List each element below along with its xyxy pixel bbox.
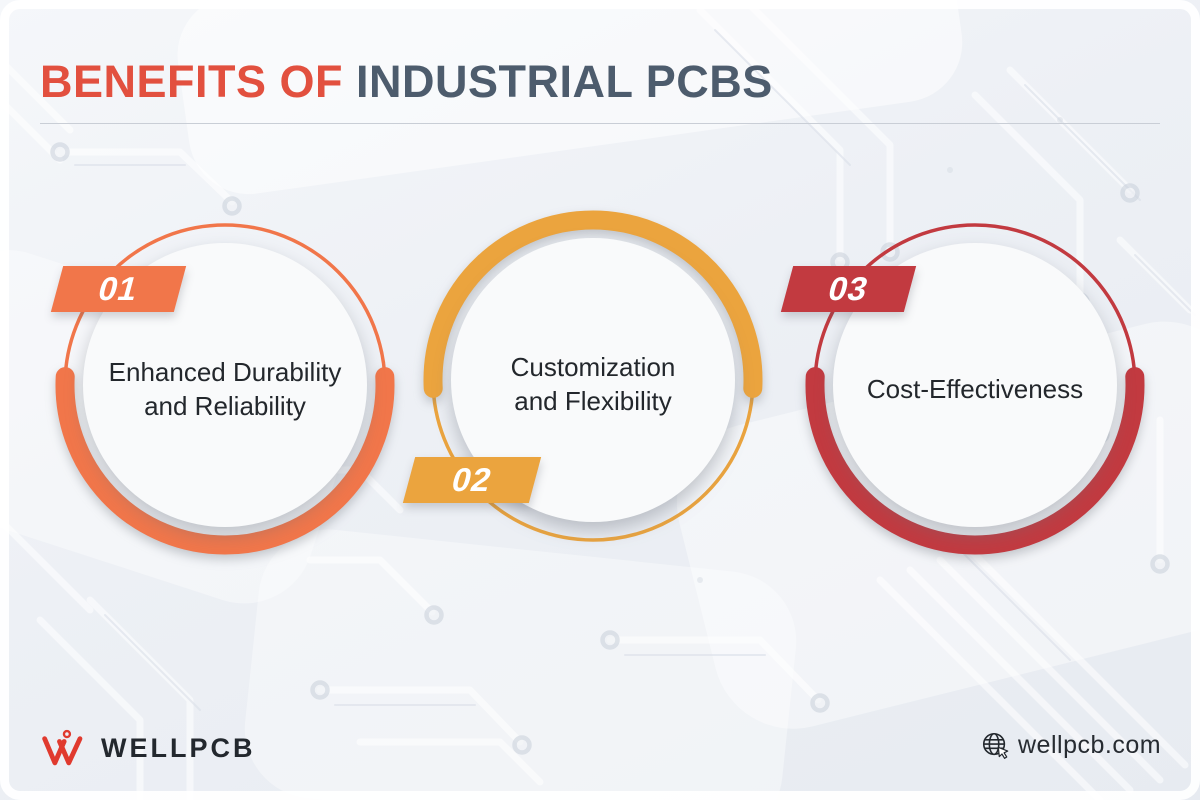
number-badge-2: 02	[402, 457, 542, 503]
globe-cursor-icon	[982, 732, 1009, 759]
benefit-label-line: Cost-Effectiveness	[866, 374, 1084, 404]
page-title-accent: BENEFITS OF	[40, 56, 344, 107]
circuit-traces-gray	[74, 29, 1196, 711]
inner-disc	[451, 238, 735, 522]
inner-disc	[833, 243, 1117, 527]
number-badge-1: 01	[50, 266, 187, 312]
page-title: BENEFITS OF INDUSTRIAL PCBS	[40, 56, 773, 108]
website-url[interactable]: wellpcb.com	[1018, 730, 1162, 759]
inner-disc	[83, 243, 367, 527]
thick-arc	[423, 210, 763, 398]
badge-number: 01	[94, 270, 143, 307]
brand-logo: WELLPCB	[40, 726, 255, 770]
wellpcb-w-mark-icon	[42, 729, 83, 766]
ring-graphic-2	[423, 210, 763, 542]
ring-graphic-1	[55, 223, 395, 555]
benefit-item-1: Enhanced Durability and Reliability 01	[25, 185, 425, 585]
brand-name: WELLPCB	[101, 732, 256, 763]
benefit-label-line: Enhanced Durability	[108, 357, 342, 387]
badge-number: 03	[824, 270, 873, 307]
thick-arc	[805, 367, 1145, 555]
title-divider	[40, 123, 1160, 124]
badge-number: 02	[447, 461, 497, 498]
benefit-item-2: Customization and Flexibility 02	[393, 180, 793, 580]
benefit-label-line: and Flexibility	[514, 386, 672, 416]
benefit-label-3: Cost-Effectiveness	[815, 372, 1135, 406]
ring-graphic-3	[805, 223, 1145, 555]
benefit-label-line: and Reliability	[144, 391, 306, 421]
website-link[interactable]: wellpcb.com	[980, 730, 1161, 760]
benefit-item-3: Cost-Effectiveness 03	[775, 185, 1175, 585]
benefit-label-1: Enhanced Durability and Reliability	[65, 355, 385, 423]
thick-arc	[55, 367, 395, 555]
page-title-rest: INDUSTRIAL PCBS	[356, 56, 773, 107]
benefit-label-2: Customization and Flexibility	[433, 350, 753, 418]
benefit-label-line: Customization	[510, 352, 676, 382]
number-badge-3: 03	[780, 266, 917, 312]
